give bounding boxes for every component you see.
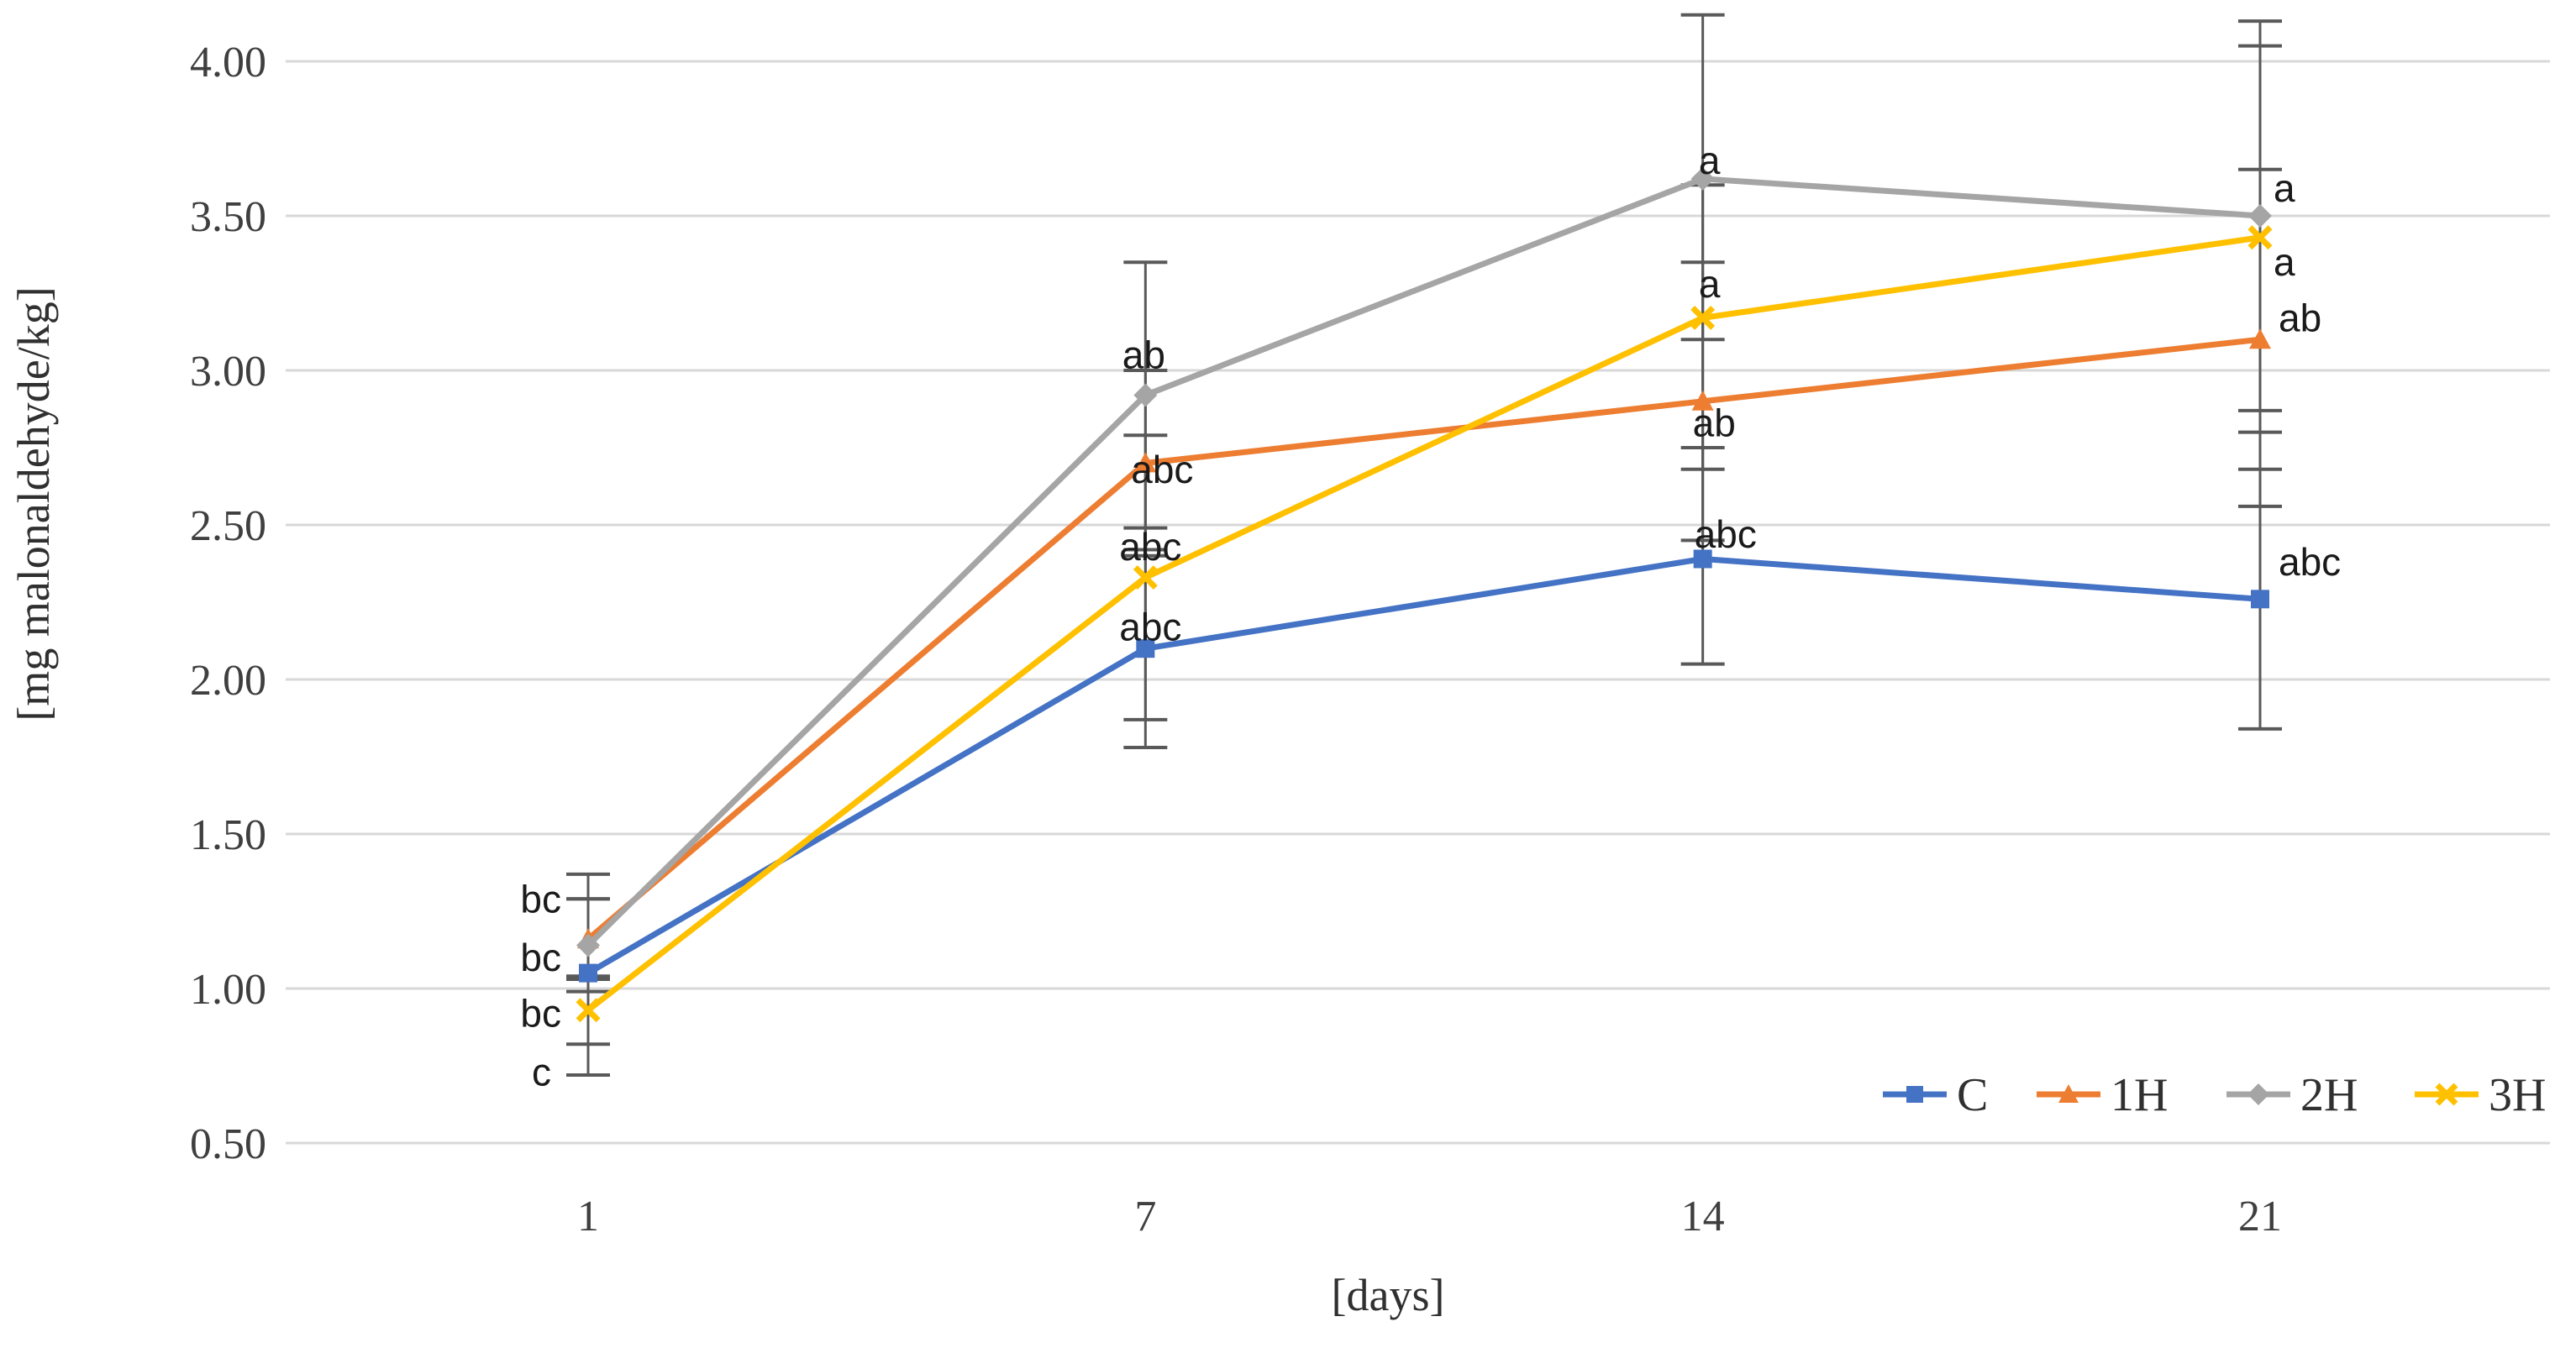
error-bars [566,13,2282,1078]
annotation: ab [1693,401,1736,445]
series-line-C [586,555,2261,976]
marker-x [1690,305,1716,330]
legend-label: 3H [2489,1069,2546,1121]
legend: C 1H 2H 3H [1883,1069,2546,1121]
annotation: ab [2279,296,2321,339]
x-axis-title: [days] [1332,1270,1445,1320]
series-line-3H [586,234,2261,1013]
marker-square [579,963,597,983]
marker-diamond [2247,1083,2269,1105]
annotation: bc [520,936,561,979]
series-1H [577,328,2271,949]
x-tick-label: 14 [1681,1193,1725,1240]
legend-item-1H[interactable]: 1H [2037,1069,2168,1121]
annotation: bc [520,877,561,921]
marker-square [1693,549,1712,569]
marker-square [1136,639,1155,658]
annotation: abc [2279,540,2341,584]
annotation: c [532,1050,551,1094]
legend-label: 1H [2111,1069,2168,1121]
marker-square [1906,1086,1923,1103]
legend-item-2H[interactable]: 2H [2226,1069,2358,1121]
annotation: abc [1695,512,1757,556]
marker-triangle [1691,390,1714,411]
marker-x [2247,225,2273,250]
y-tick-label: 2.00 [190,657,266,705]
series-C [579,549,2269,983]
marker-diamond [576,933,600,957]
annotation: a [1699,262,1721,306]
marker-triangle [1134,452,1157,473]
x-tick-label: 7 [1134,1193,1156,1240]
series-line-2H [586,176,2261,947]
legend-item-C[interactable]: C [1883,1069,1988,1121]
legend-item-3H[interactable]: 3H [2415,1069,2546,1121]
annotation: ab [1122,333,1165,377]
annotation: a [2274,240,2295,284]
marker-diamond [1690,166,1715,191]
annotation: abc [1119,605,1181,648]
y-tick-label: 3.50 [190,193,266,241]
y-tick-label: 0.50 [190,1120,266,1168]
annotation: bc [520,991,561,1035]
y-tick-label: 4.00 [190,39,266,87]
y-tick-label: 1.00 [190,966,266,1014]
legend-label: C [1957,1069,1988,1121]
y-axis-tick-labels: 4.00 3.50 3.00 2.50 2.00 1.50 1.00 0.50 [190,39,266,1168]
annotation: a [2274,166,2295,210]
annotation: a [1699,139,1721,182]
marker-square [2250,590,2269,609]
marker-triangle [2058,1084,2079,1103]
series-2H [576,166,2272,957]
x-tick-label: 1 [577,1193,599,1240]
x-axis-tick-labels: 1 7 14 21 [577,1193,2282,1240]
annotation: abc [1119,525,1181,569]
annotation: abc [1131,448,1193,491]
marker-x [1133,565,1158,590]
marker-triangle [2248,328,2271,349]
series-line-1H [586,336,2261,942]
y-tick-label: 3.00 [190,348,266,396]
marker-x [576,998,601,1023]
series-3H [576,225,2273,1023]
gridlines [286,60,2550,1145]
y-axis-title: [mg malonaldehyde/kg] [8,286,59,721]
y-tick-label: 2.50 [190,502,266,550]
marker-x [2435,1083,2458,1106]
y-tick-label: 1.50 [190,811,266,859]
legend-label: 2H [2300,1069,2358,1121]
x-tick-label: 21 [2238,1193,2282,1240]
marker-diamond [2247,204,2272,228]
marker-diamond [1133,383,1158,407]
